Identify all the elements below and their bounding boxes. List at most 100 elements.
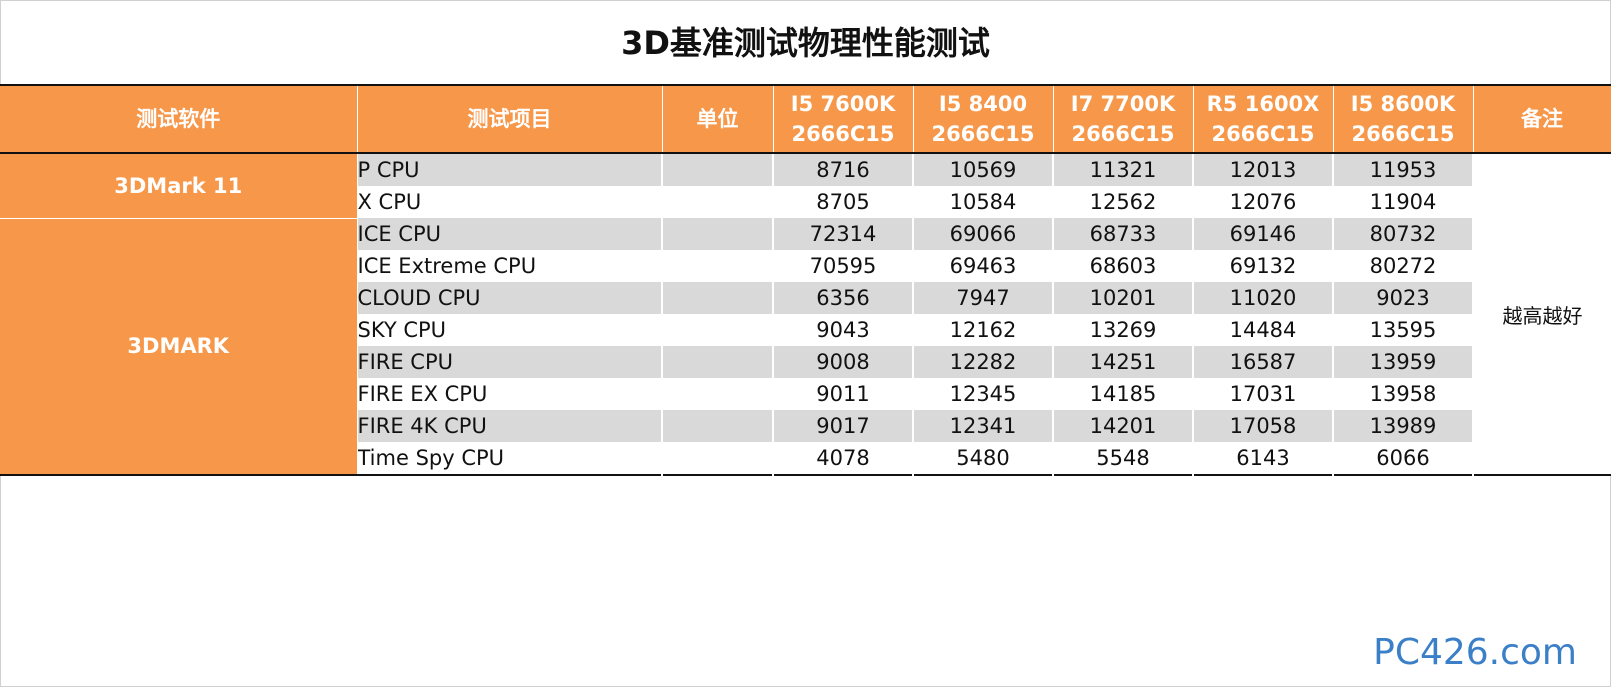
score-cell: 72314 [773,218,914,250]
header-cpu-mem: 2666C15 [791,122,895,146]
score-cell: 12341 [913,410,1054,442]
header-cpu-2: I7 7700K 2666C15 [1053,85,1194,154]
score-cell: 9023 [1333,282,1474,314]
score-cell: 68603 [1053,250,1194,282]
unit-cell [662,186,774,218]
score-cell: 16587 [1193,346,1334,378]
header-unit: 单位 [662,85,774,154]
header-cpu-3: R5 1600X 2666C15 [1193,85,1334,154]
score-cell: 7947 [913,282,1054,314]
header-cpu-name: I5 7600K [790,92,896,116]
test-item-cell: ICE Extreme CPU [357,250,663,282]
score-cell: 9011 [773,378,914,410]
unit-cell [662,314,774,346]
test-item-cell: CLOUD CPU [357,282,663,314]
unit-cell [662,442,774,475]
table-row: X CPU 8705 10584 12562 12076 11904 [0,186,1611,218]
header-cpu-mem: 2666C15 [1351,122,1455,146]
score-cell: 69132 [1193,250,1334,282]
score-cell: 69066 [913,218,1054,250]
unit-cell [662,378,774,410]
score-cell: 8705 [773,186,914,218]
score-cell: 10584 [913,186,1054,218]
test-item-cell: FIRE CPU [357,346,663,378]
test-item-cell: P CPU [357,153,663,186]
test-item-cell: SKY CPU [357,314,663,346]
header-cpu-0: I5 7600K 2666C15 [773,85,914,154]
test-item-cell: Time Spy CPU [357,442,663,475]
table-row: Time Spy CPU 4078 5480 5548 6143 6066 [0,442,1611,475]
score-cell: 11020 [1193,282,1334,314]
header-cpu-mem: 2666C15 [931,122,1035,146]
header-cpu-mem: 2666C15 [1211,122,1315,146]
header-software: 测试软件 [0,85,358,154]
score-cell: 4078 [773,442,914,475]
table-row: FIRE EX CPU 9011 12345 14185 17031 13958 [0,378,1611,410]
score-cell: 70595 [773,250,914,282]
software-cell: 3DMARK [0,218,358,476]
score-cell: 12345 [913,378,1054,410]
watermark-logo: PC426.com [1373,632,1577,673]
unit-cell [662,218,774,250]
test-item-cell: X CPU [357,186,663,218]
benchmark-table: 测试软件 测试项目 单位 I5 7600K 2666C15 I5 8400 2666… [0,84,1611,476]
table-row: 3DMark 11 P CPU 8716 10569 11321 12013 11953 越高… [0,153,1611,475]
table-body: 3DMark 11 P CPU 8716 10569 11321 12013 11953 越高… [0,153,1611,476]
score-cell: 14201 [1053,410,1194,442]
score-cell: 6143 [1193,442,1334,475]
header-row: 测试软件 测试项目 单位 I5 7600K 2666C15 I5 8400 2666… [0,85,1611,154]
score-cell: 11953 [1333,153,1474,186]
unit-cell [662,282,774,314]
score-cell: 11904 [1333,186,1474,218]
score-cell: 17031 [1193,378,1334,410]
score-cell: 13989 [1333,410,1474,442]
table-row: 3DMARK ICE CPU 72314 69066 68733 69146 80732 [0,218,1611,476]
chart-title: 3D基准测试物理性能测试 [621,24,990,62]
score-cell: 12076 [1193,186,1334,218]
unit-cell [662,410,774,442]
score-cell: 14185 [1053,378,1194,410]
score-cell: 11321 [1053,153,1194,186]
unit-cell [662,250,774,282]
score-cell: 13269 [1053,314,1194,346]
table-row: CLOUD CPU 6356 7947 10201 11020 9023 [0,282,1611,314]
score-cell: 9017 [773,410,914,442]
header-cpu-name: R5 1600X [1206,92,1320,116]
score-cell: 12162 [913,314,1054,346]
software-cell: 3DMark 11 [0,153,358,219]
table-row: FIRE CPU 9008 12282 14251 16587 13959 [0,346,1611,378]
table-row: ICE Extreme CPU 70595 69463 68603 69132 80272 [0,250,1611,282]
test-item-cell: FIRE 4K CPU [357,410,663,442]
score-cell: 68733 [1053,218,1194,250]
score-cell: 5548 [1053,442,1194,475]
score-cell: 6066 [1333,442,1474,475]
score-cell: 17058 [1193,410,1334,442]
score-cell: 6356 [773,282,914,314]
score-cell: 69463 [913,250,1054,282]
score-cell: 10569 [913,153,1054,186]
score-cell: 80272 [1333,250,1474,282]
score-cell: 12282 [913,346,1054,378]
score-cell: 5480 [913,442,1054,475]
score-cell: 13959 [1333,346,1474,378]
score-cell: 10201 [1053,282,1194,314]
unit-cell [662,346,774,378]
header-note: 备注 [1473,85,1611,154]
score-cell: 14251 [1053,346,1194,378]
score-cell: 69146 [1193,218,1334,250]
score-cell: 14484 [1193,314,1334,346]
header-cpu-name: I5 8600K [1350,92,1456,116]
header-cpu-1: I5 8400 2666C15 [913,85,1054,154]
header-cpu-name: I7 7700K [1070,92,1176,116]
table-row: SKY CPU 9043 12162 13269 14484 13595 [0,314,1611,346]
table-row: FIRE 4K CPU 9017 12341 14201 17058 13989 [0,410,1611,442]
header-cpu-4: I5 8600K 2666C15 [1333,85,1474,154]
score-cell: 9043 [773,314,914,346]
test-item-cell: FIRE EX CPU [357,378,663,410]
score-cell: 12013 [1193,153,1334,186]
note-cell: 越高越好 [1473,153,1611,475]
score-cell: 13958 [1333,378,1474,410]
unit-cell [662,153,774,186]
test-item-cell: ICE CPU [357,218,663,250]
score-cell: 13595 [1333,314,1474,346]
